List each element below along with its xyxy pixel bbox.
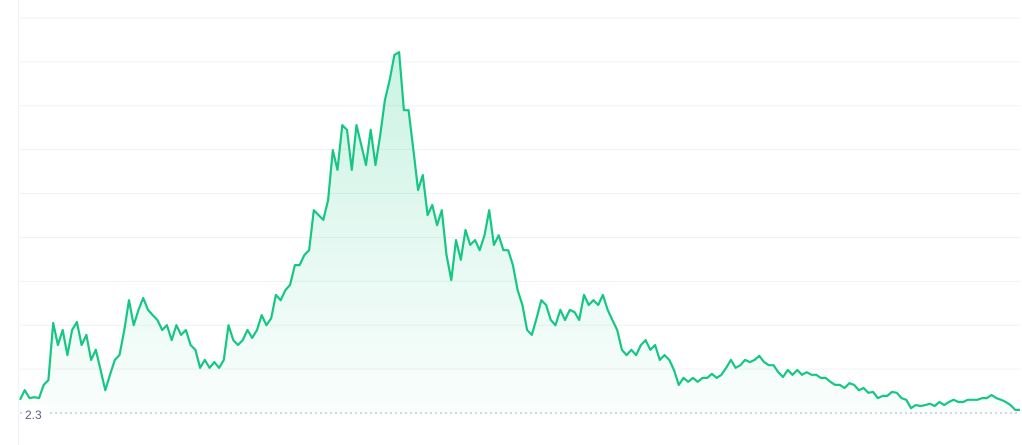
- price-line: [19, 51, 1020, 411]
- y-tick-label: 2.3: [25, 408, 42, 422]
- label-background: [22, 405, 50, 421]
- area-fill: [20, 52, 1020, 413]
